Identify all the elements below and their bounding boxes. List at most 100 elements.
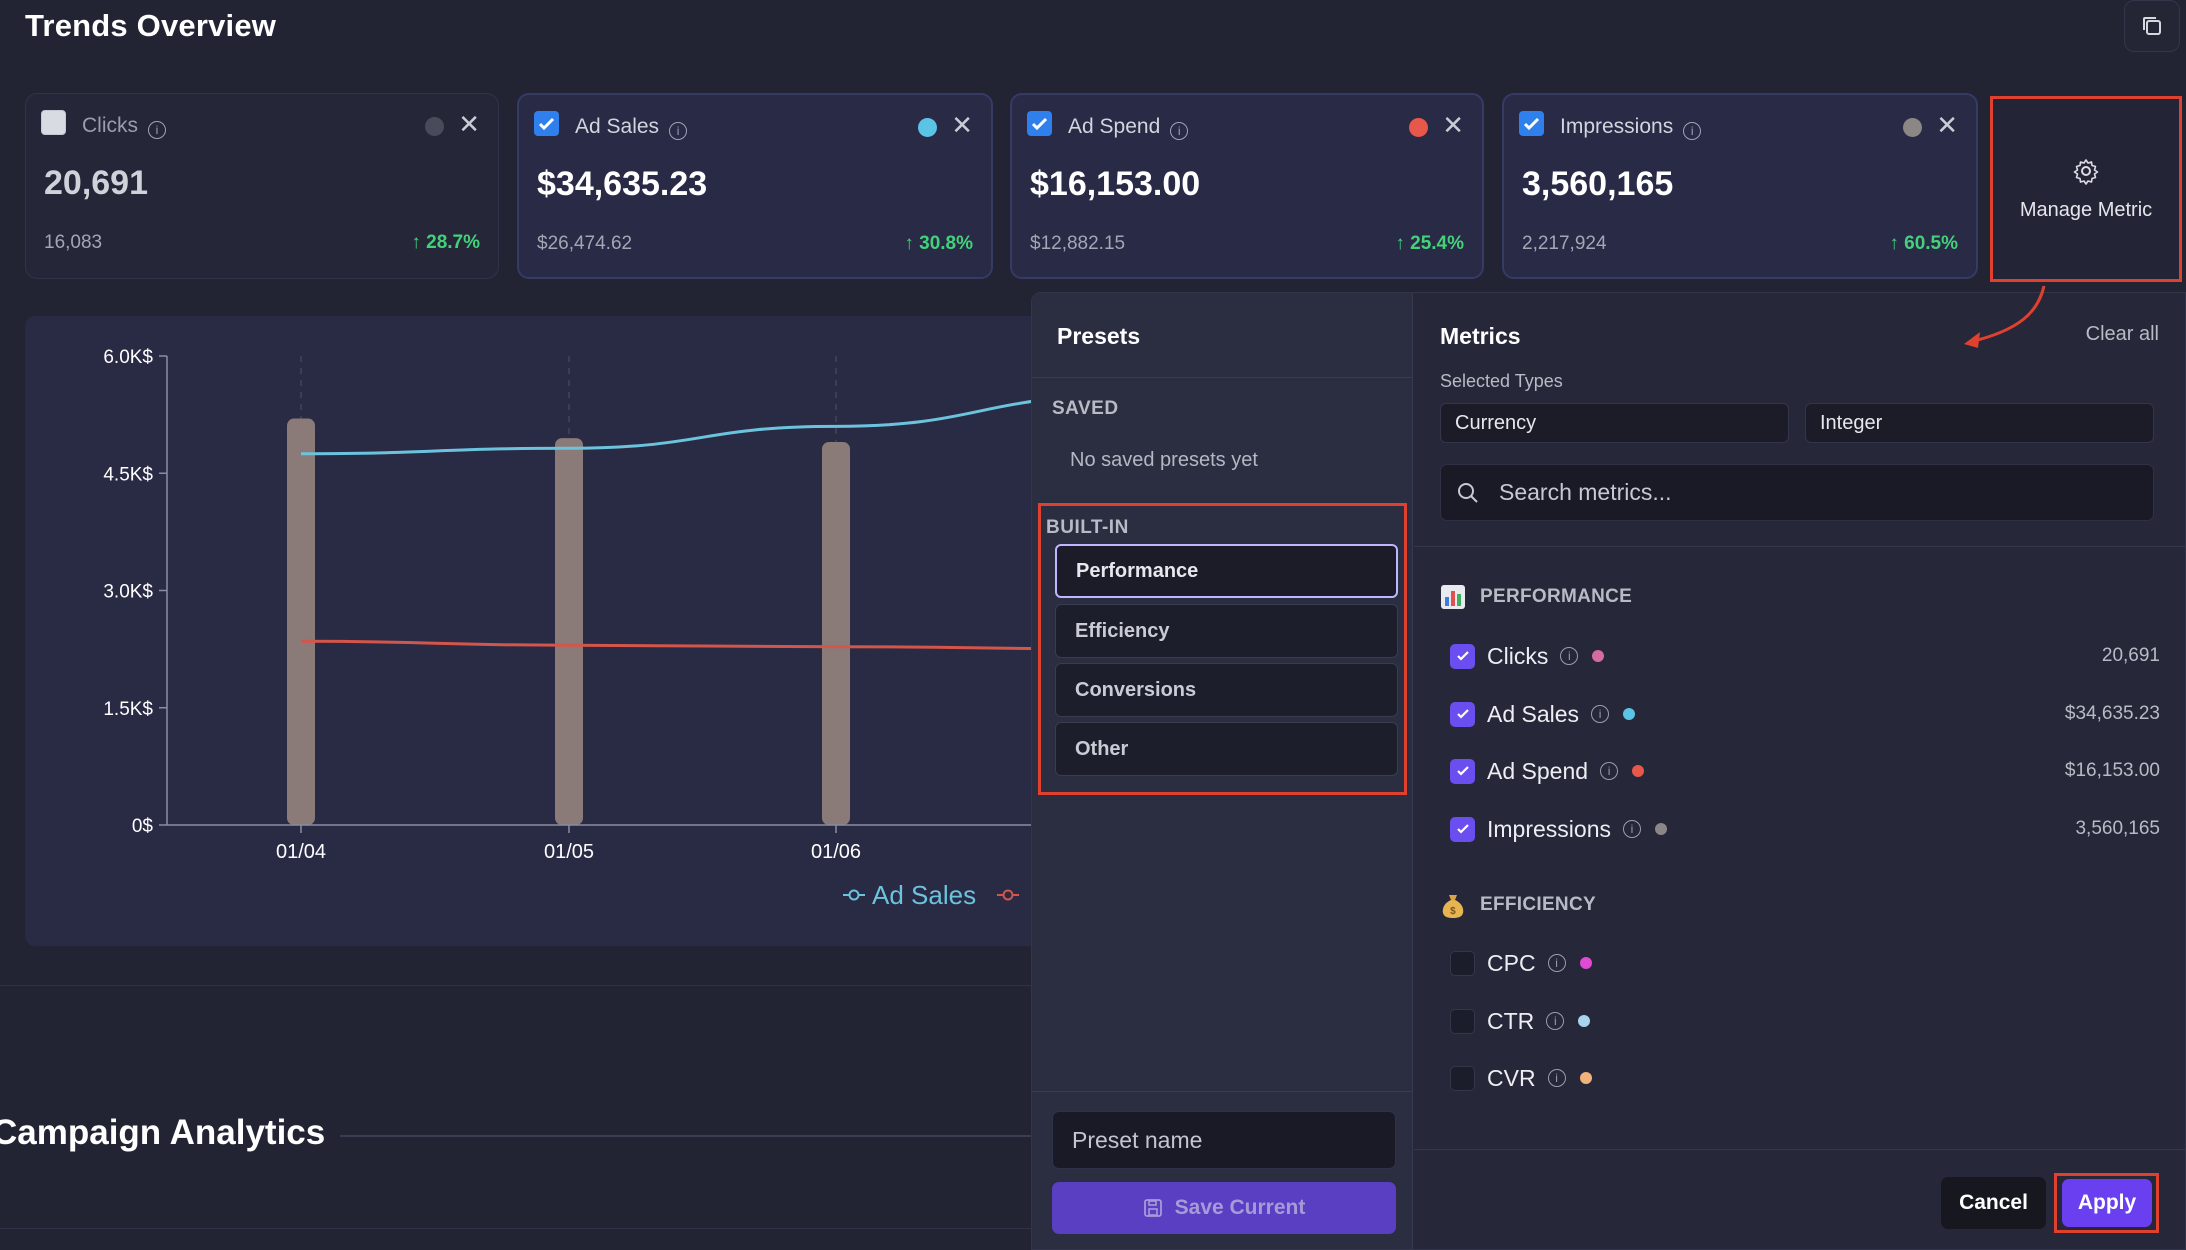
ad-sales-checkbox[interactable] — [534, 111, 559, 136]
metric-row-ctr[interactable]: CTR i — [1440, 1001, 2160, 1041]
apply-button[interactable]: Apply — [2062, 1179, 2152, 1227]
info-icon[interactable]: i — [1547, 1069, 1566, 1087]
info-icon[interactable]: i — [1170, 122, 1189, 140]
metric-row-ad-spend[interactable]: Ad Spend i $16,153.00 — [1440, 751, 2160, 791]
color-dot — [1579, 957, 1592, 969]
preset-performance[interactable]: Performance — [1055, 544, 1398, 598]
cancel-button[interactable]: Cancel — [1941, 1177, 2046, 1229]
metric-card-change: ↑ 28.7% — [411, 232, 480, 253]
metric-row-impressions[interactable]: Impressions i 3,560,165 — [1440, 809, 2160, 849]
manage-metric-label: Manage Metric — [2019, 198, 2153, 221]
clicks-checkbox[interactable] — [1450, 643, 1475, 669]
bar-impressions[interactable] — [287, 418, 315, 825]
divider — [0, 1228, 1040, 1229]
selected-types-label: Selected Types — [1440, 371, 1563, 391]
efficiency-label-text: EFFICIENCY — [1480, 894, 1596, 915]
metric-card-impressions[interactable]: Impressions i ✕ 3,560,165 2,217,924 ↑ 60.… — [1502, 93, 1978, 279]
legend-ad-sales[interactable]: Ad Sales — [872, 880, 976, 910]
metric-value: 3,560,165 — [2075, 818, 2160, 839]
close-icon[interactable]: ✕ — [951, 110, 973, 140]
metric-card-value: $34,635.23 — [537, 165, 708, 203]
metric-card-value: $16,153.00 — [1030, 165, 1201, 203]
color-dot — [918, 118, 937, 137]
type-chip-integer[interactable]: Integer — [1805, 403, 2154, 443]
info-icon[interactable]: i — [1560, 647, 1579, 665]
efficiency-group-label: $ EFFICIENCY — [1440, 891, 1596, 919]
metric-card-previous: $26,474.62 — [537, 233, 633, 254]
info-icon[interactable]: i — [1591, 705, 1610, 723]
cpc-checkbox[interactable] — [1450, 950, 1475, 976]
impressions-checkbox[interactable] — [1519, 111, 1544, 136]
bar-impressions[interactable] — [822, 441, 850, 825]
info-icon[interactable]: i — [669, 122, 688, 140]
preset-conversions[interactable]: Conversions — [1055, 663, 1398, 717]
divider — [0, 985, 1040, 986]
preset-other[interactable]: Other — [1055, 722, 1398, 776]
metric-row-clicks[interactable]: Clicks i 20,691 — [1440, 636, 2160, 676]
info-icon[interactable]: i — [1600, 762, 1619, 780]
ad-spend-checkbox[interactable] — [1450, 758, 1475, 784]
metric-card-value: 20,691 — [44, 164, 148, 202]
color-dot — [1654, 823, 1667, 835]
close-icon[interactable]: ✕ — [458, 109, 480, 139]
ad-spend-checkbox[interactable] — [1027, 111, 1052, 136]
metrics-panel: Metrics Clear all Selected Types Currenc… — [1414, 293, 2185, 1249]
color-dot — [1578, 1015, 1591, 1027]
color-dot — [425, 117, 444, 136]
saved-label: SAVED — [1052, 398, 1119, 419]
metric-row-cvr[interactable]: CVR i — [1440, 1058, 2160, 1098]
save-current-label: Save Current — [1174, 1196, 1306, 1219]
type-chip-currency[interactable]: Currency — [1440, 403, 1789, 443]
ctr-checkbox[interactable] — [1450, 1008, 1475, 1034]
metric-card-value: 3,560,165 — [1522, 165, 1674, 203]
annotation-arrow-icon — [1964, 285, 2046, 348]
metric-card-ad-sales[interactable]: Ad Sales i ✕ $34,635.23 $26,474.62 ↑ 30.8… — [517, 93, 993, 279]
metric-card-change: ↑ 60.5% — [1889, 233, 1958, 254]
divider — [340, 1135, 1040, 1137]
bar-impressions[interactable] — [555, 438, 583, 825]
impressions-checkbox[interactable] — [1450, 816, 1475, 842]
metric-name: Clicks — [1487, 642, 1549, 669]
color-dot — [1903, 118, 1922, 137]
metric-card-name: Impressions i — [1560, 115, 1702, 140]
metric-card-clicks[interactable]: Clicks i ✕ 20,691 16,083 ↑ 28.7% — [25, 93, 499, 279]
info-icon[interactable]: i — [1622, 820, 1641, 838]
info-icon[interactable]: i — [1547, 954, 1566, 972]
performance-label-text: PERFORMANCE — [1480, 586, 1633, 607]
info-icon[interactable]: i — [1683, 122, 1702, 140]
metric-row-cpc[interactable]: CPC i — [1440, 943, 2160, 983]
x-tick-label: 01/04 — [276, 841, 326, 863]
metric-name: Ad Spend — [1487, 757, 1589, 784]
ad-sales-checkbox[interactable] — [1450, 701, 1475, 727]
x-tick-label: 01/06 — [811, 841, 861, 863]
metric-row-ad-sales[interactable]: Ad Sales i $34,635.23 — [1440, 694, 2160, 734]
trends-chart: 6.0K$ 4.5K$ 3.0K$ 1.5K$ 0$ 01/04 01/05 01/06 A… — [25, 316, 1125, 946]
clear-all-link[interactable]: Clear all — [2085, 323, 2159, 345]
no-saved-text: No saved presets yet — [1070, 449, 1258, 471]
manage-metric-button[interactable]: Manage Metric — [1990, 96, 2182, 282]
search-metrics-input[interactable]: Search metrics... — [1440, 464, 2154, 521]
info-icon[interactable]: i — [1546, 1012, 1565, 1030]
copy-button[interactable] — [2124, 0, 2180, 52]
clicks-checkbox[interactable] — [41, 110, 66, 135]
copy-icon — [2143, 17, 2161, 35]
money-bag-icon: $ — [1442, 895, 1464, 918]
series-line-ad-spend[interactable] — [300, 639, 1125, 651]
series-line-ad-sales[interactable] — [300, 394, 1125, 456]
cvr-checkbox[interactable] — [1450, 1065, 1475, 1091]
chart-legend: Ad Sales — [843, 880, 1019, 910]
divider — [1032, 1091, 1413, 1092]
metric-name: CVR — [1487, 1064, 1536, 1091]
save-current-button[interactable]: Save Current — [1052, 1182, 1396, 1234]
color-dot — [1592, 650, 1605, 662]
y-tick-label: 0$ — [132, 816, 154, 837]
y-tick-label: 1.5K$ — [103, 699, 153, 720]
info-icon[interactable]: i — [148, 121, 166, 139]
preset-name-input[interactable]: Preset name — [1052, 1111, 1396, 1169]
close-icon[interactable]: ✕ — [1936, 110, 1958, 140]
divider — [1032, 377, 1413, 378]
preset-efficiency[interactable]: Efficiency — [1055, 604, 1398, 658]
close-icon[interactable]: ✕ — [1442, 110, 1464, 140]
metric-card-ad-spend[interactable]: Ad Spend i ✕ $16,153.00 $12,882.15 ↑ 25.4… — [1010, 93, 1484, 279]
metric-card-name: Ad Sales i — [575, 115, 688, 140]
